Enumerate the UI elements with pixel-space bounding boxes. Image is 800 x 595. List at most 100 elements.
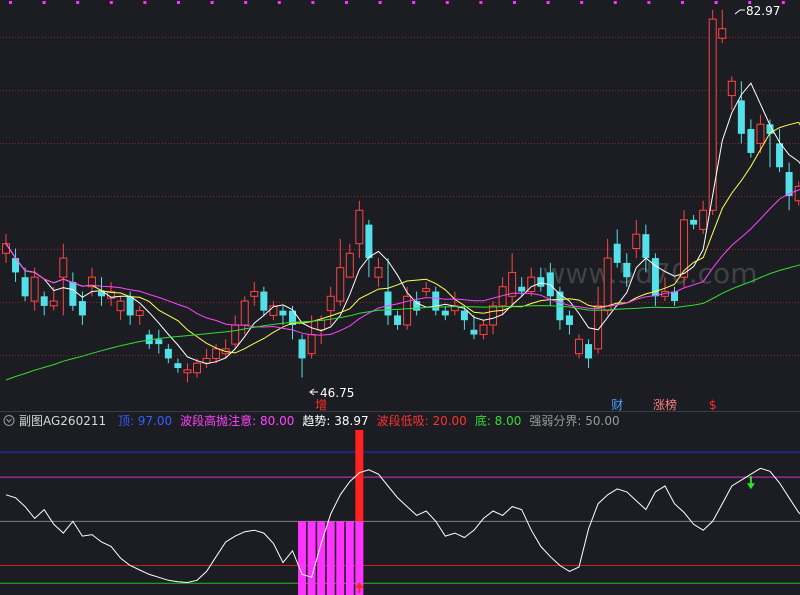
top-dot [277, 1, 281, 4]
top-dot [9, 1, 12, 4]
candle-body-up [575, 338, 583, 355]
subchart-level-lines [0, 451, 800, 584]
ma10-line [5, 121, 800, 354]
candle-body-down [260, 291, 268, 311]
candle-body-up [240, 300, 249, 326]
subchart-legend-item: 波段低吸: 20.00 [377, 413, 467, 428]
moving-average-lines [5, 82, 800, 381]
candle-body-up [594, 305, 603, 350]
candle-body-up [718, 28, 727, 39]
candle-body-down [432, 291, 440, 311]
subchart-legend-item: 底: 8.00 [475, 413, 522, 428]
top-dot [412, 1, 416, 4]
candle-body-up [317, 319, 326, 331]
candle-body-down [537, 277, 545, 287]
candle-body-up [307, 334, 316, 355]
candle-body-down [298, 339, 306, 359]
candle-body-up [603, 257, 612, 312]
top-dot [479, 1, 483, 4]
subchart-arrows [355, 476, 755, 593]
candle-body-down [585, 344, 593, 359]
candle-body-up [59, 257, 68, 278]
low-price-label: 46.75 [320, 386, 354, 400]
candle-body-up [231, 324, 240, 345]
top-dot [244, 1, 248, 4]
candle-body-down [289, 310, 296, 325]
top-dot [76, 1, 80, 4]
top-dot [513, 1, 516, 4]
subchart-legend-item: 顶: 97.00 [118, 414, 172, 428]
candle-body-down [785, 172, 793, 196]
candle-body-up [336, 267, 345, 302]
candle-body-down [174, 363, 182, 368]
candle-body-up [345, 252, 354, 278]
candle-body-up [479, 324, 488, 336]
candle-body-down [518, 286, 526, 292]
candle-body-down [651, 258, 659, 297]
candle-body-down [413, 301, 421, 311]
top-dot [647, 1, 651, 4]
top-dot [311, 1, 315, 4]
candle-body-up [422, 288, 431, 293]
high-price-label: 82.97 [746, 4, 780, 18]
candle-body-up [116, 300, 125, 312]
top-dot [781, 1, 785, 4]
candle-body-down [690, 219, 698, 225]
top-dot [177, 1, 180, 4]
candle-body-down [12, 258, 20, 273]
candle-body-up [699, 209, 708, 230]
candle-body-down [40, 296, 48, 306]
candle-body-down [69, 281, 77, 306]
subchart-legend-item: 趋势: 38.97 [302, 414, 368, 428]
candle-body-up [527, 276, 536, 293]
top-dot [378, 1, 382, 4]
event-marker: 财 [611, 398, 623, 412]
candle-body-up [250, 291, 259, 297]
histogram-bar [345, 521, 354, 595]
subchart-histogram [298, 430, 364, 595]
event-marker: $ [709, 398, 717, 412]
subchart-toggle-icon[interactable] [3, 415, 15, 426]
histogram-bar [326, 521, 335, 595]
top-dot-markers [9, 1, 785, 4]
top-dot [546, 1, 550, 4]
candlestick-series [2, 9, 800, 383]
top-dot [143, 1, 147, 4]
subchart-legend: 副图AG260211 顶: 97.00 波段高抛注意: 80.00 趋势: 38.9… [19, 413, 620, 428]
candle-body-down [623, 262, 631, 278]
watermark: www.5d70.com [543, 257, 758, 290]
candle-body-down [155, 339, 163, 345]
candle-body-up [680, 219, 689, 278]
candle-body-down [441, 310, 449, 316]
candle-body-up [135, 310, 144, 316]
histogram-bar [307, 521, 316, 595]
subchart-legend-item: 强弱分界: 50.00 [529, 414, 619, 428]
candle-body-down [394, 315, 402, 325]
candle-body-up [2, 243, 10, 254]
candle-body-up [632, 233, 641, 250]
candle-body-down [737, 100, 745, 134]
candle-body-down [21, 277, 29, 297]
event-marker: 涨榜 [653, 397, 677, 412]
candle-body-down [766, 124, 774, 134]
histogram-bar [298, 521, 307, 595]
candle-body-down [164, 348, 172, 359]
candle-body-up [212, 348, 221, 359]
top-dot [42, 1, 46, 4]
histogram-bar [317, 521, 326, 595]
candle-body-up [326, 295, 335, 312]
candle-body-down [470, 329, 478, 335]
top-dot [580, 1, 584, 4]
top-dot [445, 1, 449, 4]
candle-body-down [126, 296, 134, 316]
down-arrow-head [746, 483, 755, 490]
candle-body-up [794, 185, 800, 202]
ma20-line [5, 188, 800, 336]
main-gridlines [0, 37, 800, 356]
top-dot [681, 1, 684, 4]
trend-line [5, 467, 800, 584]
candle-body-down [776, 143, 784, 168]
subchart-legend-item: 波段高抛注意: 80.00 [180, 413, 294, 428]
subchart-title: 副图AG260211 [19, 414, 106, 428]
